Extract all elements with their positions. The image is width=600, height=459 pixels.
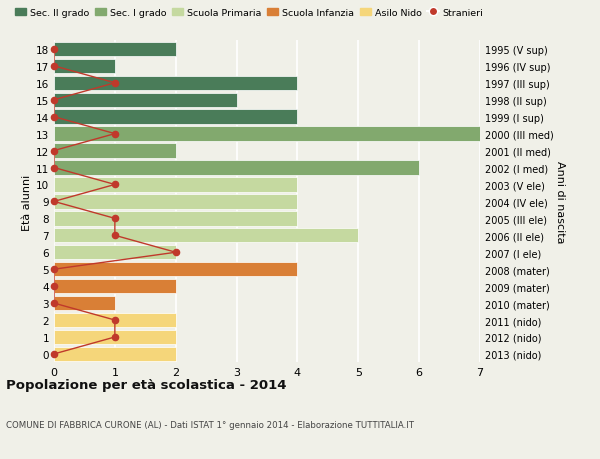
Point — [110, 131, 119, 138]
Point — [110, 232, 119, 240]
Y-axis label: Età alunni: Età alunni — [22, 174, 32, 230]
Point — [49, 198, 59, 206]
Point — [49, 300, 59, 307]
Bar — [54, 110, 298, 124]
Bar — [54, 313, 176, 328]
Bar — [54, 263, 298, 277]
Point — [49, 46, 59, 53]
Point — [110, 334, 119, 341]
Point — [49, 351, 59, 358]
Text: Popolazione per età scolastica - 2014: Popolazione per età scolastica - 2014 — [6, 379, 287, 392]
Point — [110, 181, 119, 189]
Point — [110, 80, 119, 87]
Bar — [54, 212, 298, 226]
Bar — [54, 296, 115, 311]
Bar — [54, 330, 176, 344]
Point — [49, 164, 59, 172]
Bar — [54, 144, 176, 158]
Bar — [54, 93, 236, 108]
Point — [49, 266, 59, 273]
Point — [49, 147, 59, 155]
Bar — [54, 229, 358, 243]
Bar — [54, 43, 176, 57]
Bar — [54, 280, 176, 294]
Bar — [54, 127, 480, 141]
Bar — [54, 76, 298, 91]
Y-axis label: Anni di nascita: Anni di nascita — [555, 161, 565, 243]
Point — [110, 215, 119, 223]
Bar — [54, 246, 176, 260]
Bar — [54, 347, 176, 361]
Point — [110, 317, 119, 324]
Point — [171, 249, 181, 257]
Point — [49, 114, 59, 121]
Bar — [54, 161, 419, 175]
Point — [49, 63, 59, 70]
Legend: Sec. II grado, Sec. I grado, Scuola Primaria, Scuola Infanzia, Asilo Nido, Stran: Sec. II grado, Sec. I grado, Scuola Prim… — [11, 5, 487, 22]
Text: COMUNE DI FABBRICA CURONE (AL) - Dati ISTAT 1° gennaio 2014 - Elaborazione TUTTI: COMUNE DI FABBRICA CURONE (AL) - Dati IS… — [6, 420, 414, 429]
Bar — [54, 195, 298, 209]
Bar — [54, 178, 298, 192]
Point — [49, 97, 59, 104]
Point — [49, 283, 59, 290]
Bar — [54, 60, 115, 74]
